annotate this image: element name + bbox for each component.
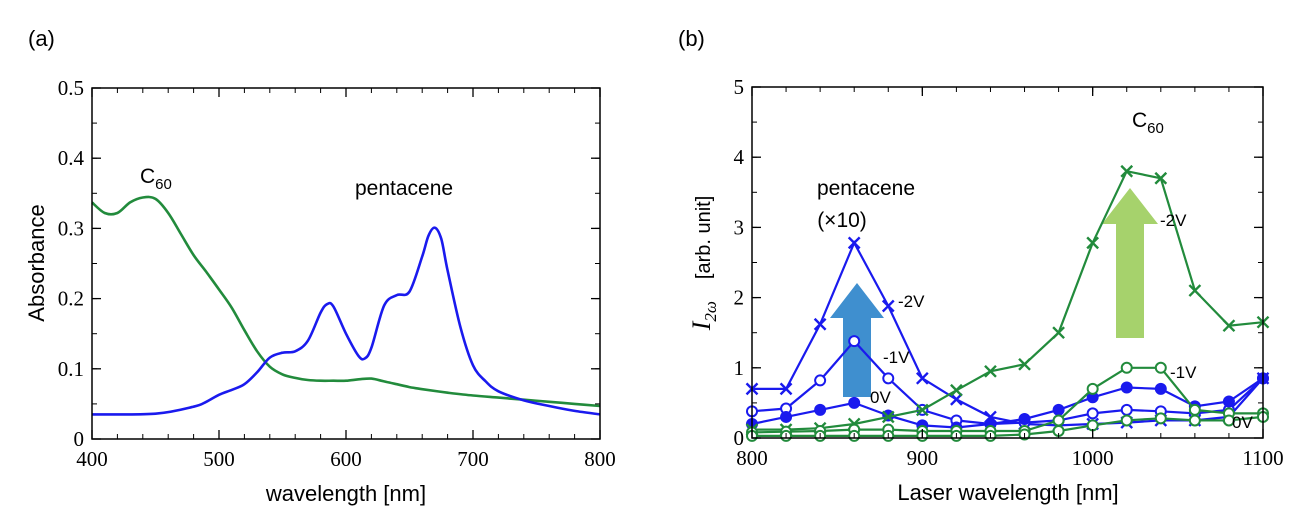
b-x-tick-label: 900 (907, 446, 939, 470)
panel-b-c60-point (1120, 164, 1134, 178)
panel-b-c60--2V-line (752, 169, 1264, 431)
panel-b-c60-point (1188, 284, 1202, 297)
panel-b-pentacene-point (1120, 403, 1133, 416)
panel-b-c60-point (915, 403, 929, 417)
c60-m2v-label: -2V (1160, 211, 1187, 230)
a-x-tick-label: 400 (76, 447, 108, 471)
panel-b-c60-point (1222, 414, 1235, 427)
panel-b-pentacene-point (814, 403, 827, 416)
panel-b-c60-0V-line (752, 415, 1264, 437)
panel-b-c60-point (1086, 382, 1099, 395)
panel-b-pentacene-point (848, 335, 861, 348)
panel-a-c60-curve (91, 195, 601, 408)
panel-b-c60-point (1052, 414, 1065, 427)
b-x-tick-label: 1000 (1072, 446, 1114, 470)
panel-b: (b) 800 900 1000 1100 0 1 2 3 4 5 Laser wavelengt… (678, 26, 1284, 505)
panel-b-c60-point (1052, 326, 1065, 340)
panel-b-pentacene-point (813, 317, 827, 331)
panel-b-c60-point (1222, 319, 1236, 333)
panel-b-c60-point (1154, 361, 1167, 374)
panel-b-c60-point (1188, 414, 1201, 427)
panel-a-frame (91, 87, 601, 440)
c60-m1v-label: -1V (1170, 363, 1197, 382)
panel-b-pentacene-point (1154, 382, 1167, 395)
a-x-tick-label: 700 (457, 447, 489, 471)
b-x-tick-label: 1100 (1242, 446, 1283, 470)
panel-b-pentacene-point (950, 393, 963, 406)
panel-b-c60--1V-line (751, 366, 1263, 434)
panel-b-pentacene-point (847, 236, 861, 250)
panel-b-label: (b) (678, 26, 705, 51)
panel-a-pentacene-curve (91, 226, 601, 416)
b-y-tick-label: 1 (734, 356, 745, 380)
panel-b-ticks: 800 900 1000 1100 0 1 2 3 4 5 (734, 75, 1284, 470)
a-y-tick-label: 0.1 (58, 357, 84, 381)
panel-b-pentacene-point (1052, 403, 1065, 416)
panel-b-c60-point (1154, 171, 1168, 185)
a-y-tick-label: 0.5 (58, 76, 84, 100)
a-y-tick-label: 0.2 (58, 287, 84, 311)
a-x-tick-label: 800 (584, 447, 616, 471)
panel-b-y-label: I2ω[arb. unit] (687, 196, 720, 332)
panel-b-c60-point (1120, 414, 1133, 427)
panel-b-pentacene-point (1018, 413, 1031, 426)
panel-b-pentacene-point (1086, 407, 1099, 420)
b-y-tick-label: 3 (734, 215, 745, 239)
a-y-tick-label: 0.3 (58, 216, 84, 240)
b-y-tick-label: 0 (734, 426, 745, 450)
panel-b-x-label: Laser wavelength [nm] (897, 480, 1118, 505)
panel-b-c60-point (984, 364, 997, 378)
b-y-tick-label: 5 (734, 75, 745, 99)
panel-b-pentacene-point (1120, 381, 1133, 394)
panel-b-plot-area (745, 164, 1270, 442)
c60-increase-arrow (1102, 188, 1158, 338)
panel-a-c60-label: C60 (140, 165, 172, 193)
c60-0v-label: 0V (1232, 413, 1253, 432)
panel-b-c60-point (1154, 412, 1167, 425)
panel-b-pentacene-point (1222, 395, 1235, 408)
panel-b-pentacene-point (915, 371, 929, 385)
panel-b-c60-point (1188, 403, 1201, 416)
pentacene-m1v-label: -1V (883, 348, 910, 367)
panel-a-plot-area (91, 195, 601, 416)
panel-b-pentacene-point (848, 396, 861, 409)
b-y-tick-label: 4 (734, 145, 745, 169)
panel-b-pentacene-label: pentacene (817, 177, 915, 200)
panel-a-y-label: Absorbance (24, 204, 49, 321)
panel-a-ticks: 400 500 600 700 800 0 0.1 0.2 0.3 0.4 0.5 (58, 76, 616, 471)
a-y-tick-label: 0 (74, 427, 85, 451)
pentacene-0v-label: 0V (870, 388, 891, 407)
panel-b-pentacene-point (882, 372, 895, 385)
a-x-tick-label: 600 (330, 447, 362, 471)
panel-b-c60-point (950, 383, 963, 397)
panel-b-arrows (830, 188, 1158, 397)
panel-b-pentacene-point (779, 382, 793, 396)
panel-b-pentacene-point (881, 299, 895, 313)
panel-b-c60-point (1086, 236, 1100, 250)
panel-b-c60-point (1120, 361, 1133, 374)
panel-b-pentacene-0V-line (751, 377, 1264, 429)
panel-b-c60-label: C60 (1132, 109, 1164, 137)
panel-a-pentacene-label: pentacene (355, 177, 453, 200)
panel-a: (a) 400 500 600 700 800 0 0.1 0.2 0.3 0.4 0.5 wave… (24, 26, 616, 506)
panel-b-c60-point (1086, 419, 1099, 432)
panel-b-pentacene-point (814, 374, 827, 387)
panel-a-x-label: wavelength [nm] (265, 481, 426, 506)
b-x-tick-label: 800 (736, 446, 768, 470)
pentacene-m2v-label: -2V (898, 292, 925, 311)
panel-b-pentacene-scale: (×10) (817, 209, 867, 232)
a-y-tick-label: 0.4 (58, 146, 85, 170)
panel-b-pentacene-point (780, 410, 793, 423)
panel-b-pentacene--1V-line (751, 339, 1264, 426)
panel-b-c60-point (1018, 357, 1031, 371)
a-x-tick-label: 500 (203, 447, 235, 471)
panel-a-label: (a) (28, 26, 55, 51)
b-y-tick-label: 2 (734, 286, 745, 310)
panel-b-c60-point (881, 410, 895, 424)
